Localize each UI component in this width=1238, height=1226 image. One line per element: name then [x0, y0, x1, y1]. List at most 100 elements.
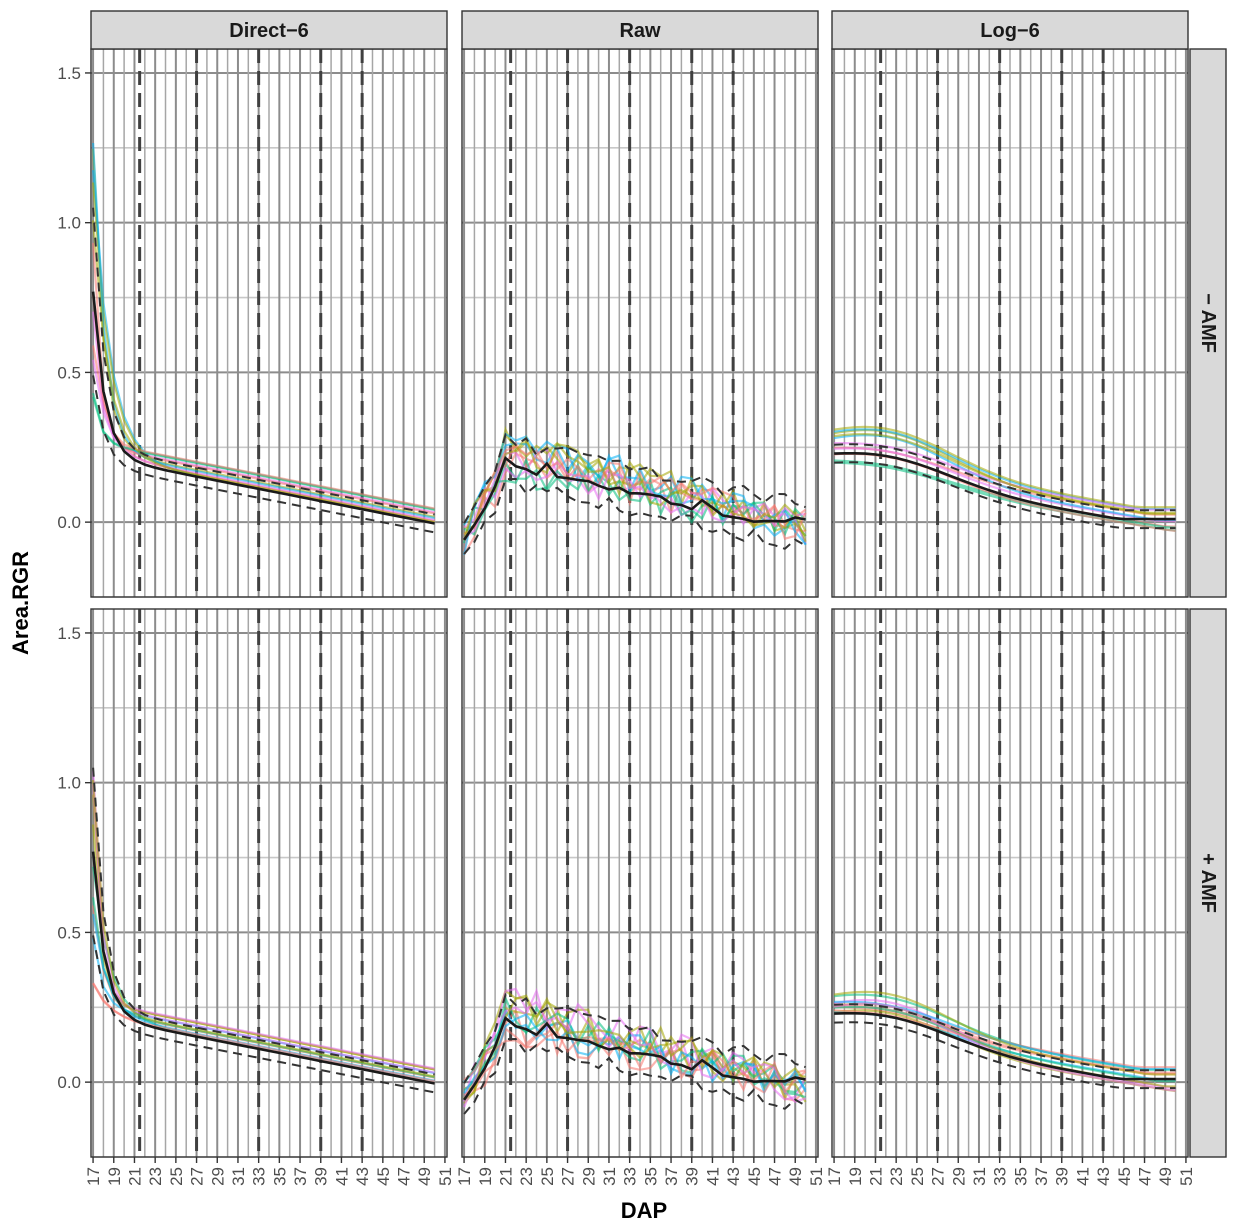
- series-line: [92, 982, 435, 1083]
- series-line: [92, 780, 435, 1078]
- series-line: [463, 445, 807, 541]
- x-tick-label: 41: [332, 1167, 351, 1186]
- mean-line: [834, 1011, 1176, 1081]
- facet-strip-label: Direct−6: [229, 20, 309, 42]
- y-tick-label: 1.0: [57, 214, 81, 233]
- x-tick-label: 51: [1177, 1167, 1196, 1186]
- y-tick-label: 0.5: [57, 923, 81, 942]
- envelope-line: [463, 432, 806, 524]
- facet-strip-label: − AMF: [1197, 293, 1219, 353]
- x-tick-label: 31: [600, 1167, 619, 1186]
- y-tick-label: 0.0: [57, 513, 81, 532]
- x-tick-label: 45: [374, 1167, 393, 1186]
- y-axis-title: Area.RGR: [8, 551, 33, 655]
- series-group: [463, 987, 807, 1115]
- x-tick-label: 37: [291, 1167, 310, 1186]
- series-line: [834, 1005, 1176, 1083]
- x-tick-label: 41: [1073, 1167, 1092, 1186]
- envelope-line: [834, 1003, 1176, 1072]
- x-tick-label: 27: [929, 1167, 948, 1186]
- facet-strip-label: Log−6: [980, 20, 1039, 42]
- x-tick-label: 51: [436, 1167, 455, 1186]
- x-tick-label: 37: [662, 1167, 681, 1186]
- mean-line: [834, 451, 1176, 521]
- x-tick-label: 29: [208, 1167, 227, 1186]
- panel-2-1: [831, 608, 1189, 1158]
- x-tick-label: 33: [991, 1167, 1010, 1186]
- x-tick-label: 45: [745, 1167, 764, 1186]
- x-tick-label: 29: [949, 1167, 968, 1186]
- x-tick-label: 33: [250, 1167, 269, 1186]
- panel-0-1: [90, 608, 448, 1158]
- envelope-line: [834, 1021, 1176, 1090]
- mean-line: [91, 291, 435, 525]
- panel-border: [831, 608, 1189, 1158]
- facet-strip-right: [1189, 48, 1227, 598]
- panel-border: [90, 608, 448, 1158]
- x-tick-label: 43: [1094, 1167, 1113, 1186]
- x-tick-label: 17: [455, 1167, 474, 1186]
- x-tick-label: 23: [517, 1167, 536, 1186]
- envelope-line: [463, 477, 807, 555]
- x-tick-label: 19: [846, 1167, 865, 1186]
- panel-2-0: [831, 48, 1189, 598]
- x-tick-label: 43: [353, 1167, 372, 1186]
- series-line: [463, 1013, 807, 1095]
- x-tick-label: 49: [415, 1167, 434, 1186]
- series-line: [463, 451, 806, 539]
- x-tick-label: 31: [970, 1167, 989, 1186]
- series-line: [463, 1030, 807, 1095]
- y-tick-label: 1.5: [57, 64, 81, 83]
- y-tick-label: 0.0: [57, 1073, 81, 1092]
- facet-strip-top: [831, 10, 1189, 50]
- envelope-line: [463, 1037, 807, 1115]
- x-tick-label: 51: [807, 1167, 826, 1186]
- x-tick-label: 17: [825, 1167, 844, 1186]
- x-tick-label: 39: [1053, 1167, 1072, 1186]
- y-tick-label: 1.0: [57, 774, 81, 793]
- x-tick-label: 41: [703, 1167, 722, 1186]
- x-tick-label: 19: [105, 1167, 124, 1186]
- envelope-line: [834, 461, 1176, 530]
- series-line: [463, 432, 807, 556]
- envelope-line: [92, 207, 435, 516]
- x-tick-label: 19: [476, 1167, 495, 1186]
- panel-0-0: [90, 48, 448, 598]
- mean-line: [463, 455, 806, 541]
- x-tick-label: 47: [766, 1167, 785, 1186]
- x-tick-label: 49: [1156, 1167, 1175, 1186]
- series-line: [92, 220, 435, 523]
- series-group: [91, 142, 435, 534]
- x-tick-label: 47: [1136, 1167, 1155, 1186]
- x-tick-label: 25: [908, 1167, 927, 1186]
- facet-strip-right: [1189, 608, 1227, 1158]
- series-group: [833, 425, 1176, 532]
- x-tick-label: 39: [312, 1167, 331, 1186]
- facet-strip-top: [90, 10, 448, 50]
- x-tick-label: 49: [786, 1167, 805, 1186]
- y-tick-label: 1.5: [57, 624, 81, 643]
- envelope-line: [463, 992, 806, 1084]
- envelope-line: [834, 443, 1176, 512]
- envelope-line: [92, 375, 435, 534]
- x-tick-label: 35: [1011, 1167, 1030, 1186]
- panel-border: [461, 608, 819, 1158]
- x-tick-label: 25: [167, 1167, 186, 1186]
- mean-line: [91, 851, 435, 1085]
- x-tick-label: 45: [1115, 1167, 1134, 1186]
- x-tick-label: 29: [579, 1167, 598, 1186]
- x-tick-label: 25: [538, 1167, 557, 1186]
- panel-1-1: [461, 608, 819, 1158]
- panel-1-0: [461, 48, 819, 598]
- y-tick-label: 0.5: [57, 363, 81, 382]
- x-tick-label: 35: [270, 1167, 289, 1186]
- series-line: [92, 359, 435, 522]
- series-line: [833, 425, 1176, 509]
- x-tick-label: 43: [724, 1167, 743, 1186]
- series-line: [833, 432, 1176, 514]
- facet-strip-label: Raw: [619, 20, 661, 42]
- series-line: [92, 771, 435, 1074]
- x-tick-label: 21: [125, 1167, 144, 1186]
- x-tick-label: 21: [496, 1167, 515, 1186]
- envelope-line: [92, 767, 435, 1076]
